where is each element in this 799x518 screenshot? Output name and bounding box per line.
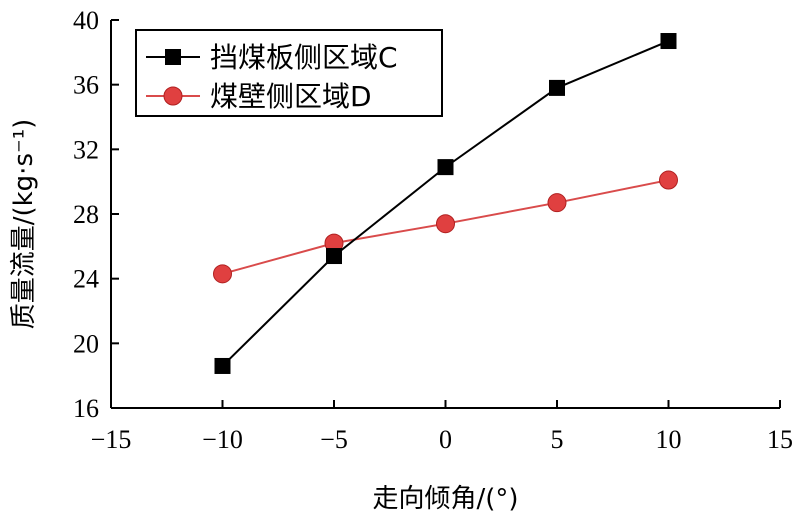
x-tick-label: −10 xyxy=(202,425,243,454)
data-point xyxy=(660,33,677,50)
y-axis-title: 质量流量/(kg·s⁻¹) xyxy=(9,119,39,330)
x-tick-label: 10 xyxy=(656,425,682,454)
data-point xyxy=(547,193,567,213)
data-point xyxy=(659,170,678,190)
data-point xyxy=(326,248,342,265)
y-tick-label: 32 xyxy=(73,135,99,164)
legend-item-d: 煤壁侧区域D xyxy=(146,80,372,113)
legend-label: 煤壁侧区域D xyxy=(210,80,372,113)
x-tick-label: 0 xyxy=(439,425,452,454)
y-tick-label: 20 xyxy=(73,329,99,358)
data-point xyxy=(436,214,455,234)
y-tick-label: 40 xyxy=(73,6,99,35)
data-point xyxy=(213,264,232,284)
legend-marker xyxy=(163,86,183,106)
y-tick-label: 24 xyxy=(73,265,99,294)
y-tick-label: 36 xyxy=(73,71,99,100)
legend-marker xyxy=(165,49,181,65)
legend-item-c: 挡煤板侧区域C xyxy=(146,41,398,74)
legend-box xyxy=(135,29,443,117)
x-tick-label: −15 xyxy=(91,425,132,454)
data-point xyxy=(437,159,454,176)
data-point xyxy=(549,79,565,96)
x-tick-label: 5 xyxy=(551,425,564,454)
legend-label: 挡煤板侧区域C xyxy=(210,41,398,74)
series-layer xyxy=(213,33,678,374)
data-point xyxy=(214,357,231,374)
x-tick-label: 15 xyxy=(767,425,793,454)
y-tick-label: 16 xyxy=(73,394,99,423)
x-axis-title: 走向倾角/(°) xyxy=(372,484,518,514)
y-tick-label: 28 xyxy=(73,200,99,229)
series-d xyxy=(213,170,678,284)
x-tick-label: −5 xyxy=(320,425,348,454)
legend: 挡煤板侧区域C 煤壁侧区域D xyxy=(135,29,443,117)
series-c xyxy=(214,33,677,374)
axes: −15 −10 −5 0 5 10 15 16 20 24 28 32 36 40 xyxy=(73,6,793,454)
